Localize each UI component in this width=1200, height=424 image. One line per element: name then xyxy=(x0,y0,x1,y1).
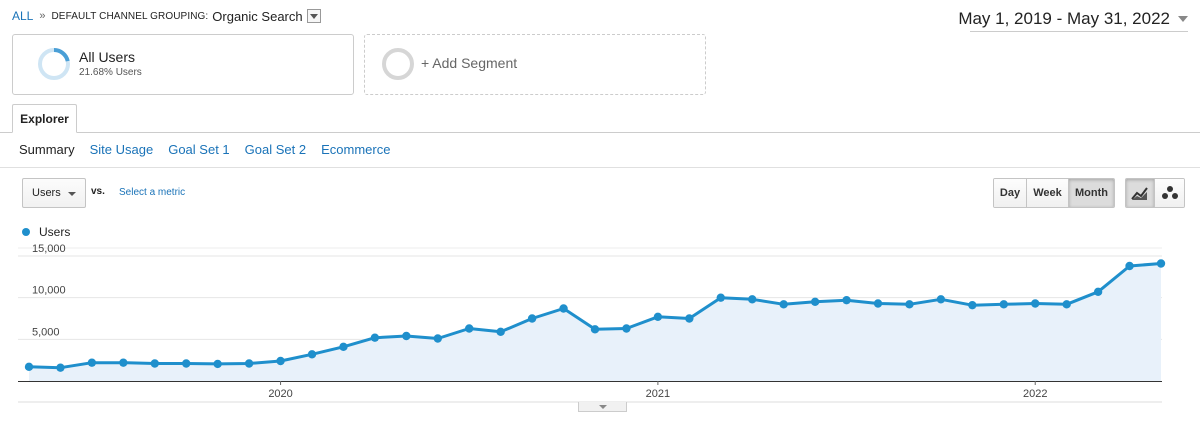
data-point[interactable] xyxy=(842,295,851,305)
x-tick-label: 2021 xyxy=(646,388,670,400)
segment-all-users[interactable]: All Users 21.68% Users xyxy=(12,34,354,95)
data-point[interactable] xyxy=(1125,261,1134,271)
chart-labels: 5,000 10,000 15,000 2020 2021 2022 xyxy=(32,243,1047,400)
data-point[interactable] xyxy=(622,324,631,333)
data-point[interactable] xyxy=(527,314,537,323)
data-point[interactable] xyxy=(339,342,348,352)
data-point[interactable] xyxy=(496,327,505,337)
breadcrumb-separator: » xyxy=(39,10,46,22)
data-point[interactable] xyxy=(1031,299,1040,308)
legend-dot-icon xyxy=(22,228,30,236)
segment-share-arc xyxy=(38,48,70,80)
data-point[interactable] xyxy=(685,314,694,323)
chart-area xyxy=(29,263,1161,381)
data-point[interactable] xyxy=(276,356,285,366)
legend-label: Users xyxy=(39,225,71,239)
add-segment-label: + Add Segment xyxy=(421,55,518,71)
subtab-goal-set-2[interactable]: Goal Set 2 xyxy=(244,142,307,157)
chevron-down-icon xyxy=(68,192,76,196)
x-tick-label: 2022 xyxy=(1023,388,1047,400)
breadcrumb-dimension: DEFAULT CHANNEL GROUPING: xyxy=(51,10,209,22)
line-chart-icon xyxy=(1131,187,1148,200)
breadcrumb-dropdown-button[interactable] xyxy=(306,9,321,23)
subtab-ecommerce[interactable]: Ecommerce xyxy=(321,142,391,157)
users-line-chart: 5,000 10,000 15,000 2020 2021 2022 xyxy=(18,243,1166,403)
y-tick-label: 5,000 xyxy=(32,326,60,338)
metric-select[interactable]: Users xyxy=(22,178,86,208)
date-range-picker[interactable]: May 1, 2019 - May 31, 2022 xyxy=(958,6,1188,32)
data-point[interactable] xyxy=(433,334,442,343)
data-point[interactable] xyxy=(748,295,757,304)
add-segment-button[interactable]: + Add Segment xyxy=(364,34,706,95)
chart-expand-handle[interactable] xyxy=(578,402,627,412)
date-range-label: May 1, 2019 - May 31, 2022 xyxy=(958,8,1170,28)
data-point[interactable] xyxy=(24,362,34,372)
data-point[interactable] xyxy=(465,324,474,333)
data-point[interactable] xyxy=(87,358,97,367)
data-point[interactable] xyxy=(873,299,883,308)
line-chart-view-button[interactable] xyxy=(1126,179,1155,207)
users-area-fill xyxy=(29,263,1161,381)
data-point[interactable] xyxy=(244,359,254,368)
data-point[interactable] xyxy=(590,325,600,334)
data-point[interactable] xyxy=(716,293,725,302)
month-button[interactable]: Month xyxy=(1069,179,1114,207)
data-point[interactable] xyxy=(936,295,946,304)
data-point[interactable] xyxy=(119,358,128,367)
data-point[interactable] xyxy=(999,300,1008,309)
week-button[interactable]: Week xyxy=(1027,179,1069,207)
subtabs-divider xyxy=(0,167,1200,168)
data-point[interactable] xyxy=(307,350,317,359)
data-point[interactable] xyxy=(56,363,65,372)
data-point[interactable] xyxy=(1093,287,1103,297)
metric-select-value: Users xyxy=(32,187,61,199)
data-point[interactable] xyxy=(779,300,788,309)
data-point[interactable] xyxy=(905,300,914,309)
chart-points xyxy=(24,259,1166,372)
data-point[interactable] xyxy=(370,333,380,342)
y-tick-label: 15,000 xyxy=(32,243,66,255)
breadcrumb: ALL » DEFAULT CHANNEL GROUPING: Organic … xyxy=(12,8,321,24)
data-point[interactable] xyxy=(968,300,977,310)
data-point[interactable] xyxy=(213,359,222,369)
y-tick-label: 10,000 xyxy=(32,285,66,297)
motion-chart-icon xyxy=(1161,186,1178,199)
select-metric-link[interactable]: Select a metric xyxy=(119,187,186,198)
segment-ring-icon xyxy=(38,48,70,80)
day-button[interactable]: Day xyxy=(994,179,1027,207)
data-point[interactable] xyxy=(150,359,159,368)
data-point[interactable] xyxy=(810,297,820,307)
data-point[interactable] xyxy=(1062,300,1071,309)
chart-legend: Users xyxy=(22,225,70,239)
data-point[interactable] xyxy=(653,312,663,322)
segment-name: All Users xyxy=(79,49,136,65)
period-toggle: Day Week Month xyxy=(993,178,1115,208)
subtab-summary[interactable]: Summary xyxy=(19,142,75,157)
breadcrumb-all-link[interactable]: ALL xyxy=(12,9,34,23)
subtab-site-usage[interactable]: Site Usage xyxy=(89,142,154,157)
explorer-subtabs: Summary Site Usage Goal Set 1 Goal Set 2… xyxy=(19,142,390,158)
empty-segment-ring-icon xyxy=(382,48,414,80)
vs-label: vs. xyxy=(91,186,105,197)
subtab-goal-set-1[interactable]: Goal Set 1 xyxy=(168,142,230,157)
segment-subtitle: 21.68% Users xyxy=(79,67,142,78)
motion-chart-view-button[interactable] xyxy=(1155,179,1184,207)
tab-explorer[interactable]: Explorer xyxy=(12,104,77,133)
data-point[interactable] xyxy=(1156,259,1166,268)
data-point[interactable] xyxy=(182,359,191,368)
tab-bar-divider xyxy=(0,132,1200,133)
chevron-down-icon xyxy=(309,13,318,19)
x-tick-label: 2020 xyxy=(268,388,292,400)
breadcrumb-value: Organic Search xyxy=(212,8,303,24)
chart-view-toggle xyxy=(1125,178,1185,208)
chevron-down-icon xyxy=(1178,15,1188,22)
data-point[interactable] xyxy=(559,304,568,313)
data-point[interactable] xyxy=(402,331,411,341)
chevron-down-icon xyxy=(598,404,607,409)
